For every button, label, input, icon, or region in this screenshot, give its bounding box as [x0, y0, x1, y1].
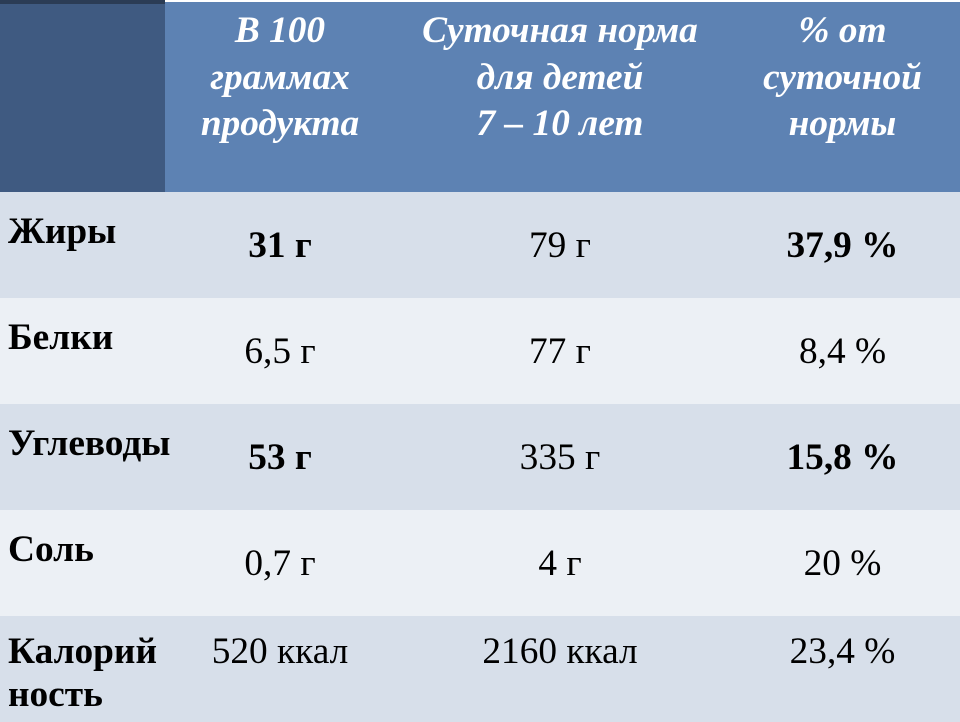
- cell-daily: 335 г: [395, 404, 725, 510]
- col-header-daily: Суточная норма для детей7 – 10 лет: [395, 2, 725, 192]
- table-row: Калорийность520 ккал2160 ккал23,4 %: [0, 616, 960, 722]
- cell-per100: 0,7 г: [165, 510, 395, 616]
- cell-daily: 79 г: [395, 192, 725, 298]
- row-label: Углеводы: [0, 404, 165, 510]
- table-row: Белки6,5 г77 г8,4 %: [0, 298, 960, 404]
- cell-daily: 4 г: [395, 510, 725, 616]
- cell-pct: 20 %: [725, 510, 960, 616]
- row-label: Соль: [0, 510, 165, 616]
- cell-per100: 6,5 г: [165, 298, 395, 404]
- row-label: Калорийность: [0, 616, 165, 722]
- table-body: Жиры31 г79 г37,9 %Белки6,5 г77 г8,4 %Угл…: [0, 192, 960, 722]
- col-header-per100: В 100 граммах продукта: [165, 2, 395, 192]
- cell-pct: 37,9 %: [725, 192, 960, 298]
- table-row: Соль0,7 г4 г20 %: [0, 510, 960, 616]
- nutrition-table: В 100 граммах продукта Суточная норма дл…: [0, 0, 960, 722]
- cell-per100: 520 ккал: [165, 616, 395, 722]
- cell-pct: 15,8 %: [725, 404, 960, 510]
- col-header-empty: [0, 2, 165, 192]
- cell-pct: 23,4 %: [725, 616, 960, 722]
- cell-per100: 53 г: [165, 404, 395, 510]
- cell-daily: 77 г: [395, 298, 725, 404]
- cell-pct: 8,4 %: [725, 298, 960, 404]
- table-row: Углеводы53 г335 г15,8 %: [0, 404, 960, 510]
- table-row: Жиры31 г79 г37,9 %: [0, 192, 960, 298]
- cell-daily: 2160 ккал: [395, 616, 725, 722]
- table-header: В 100 граммах продукта Суточная норма дл…: [0, 2, 960, 192]
- row-label: Жиры: [0, 192, 165, 298]
- cell-per100: 31 г: [165, 192, 395, 298]
- row-label: Белки: [0, 298, 165, 404]
- col-header-pct: % от суточной нормы: [725, 2, 960, 192]
